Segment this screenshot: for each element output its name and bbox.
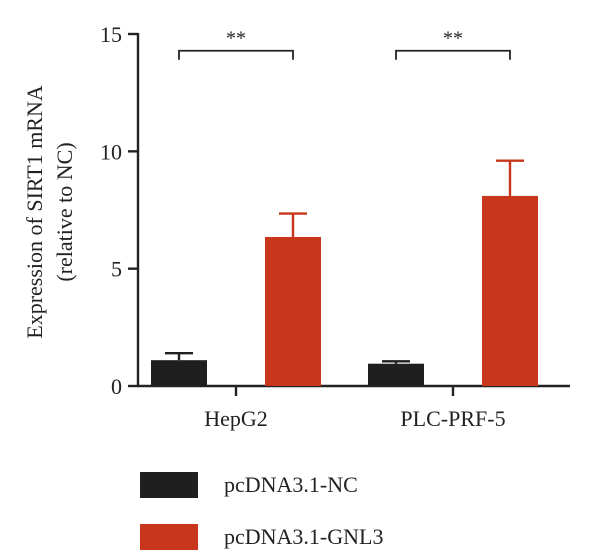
bar-pcdna3-1-nc-hepg2 bbox=[151, 360, 207, 386]
y-tick-label: 10 bbox=[100, 139, 122, 164]
legend-label: pcDNA3.1-GNL3 bbox=[224, 524, 383, 549]
y-axis-title: Expression of SIRT1 mRNA (relative to NC… bbox=[22, 85, 77, 339]
x-tick-label: HepG2 bbox=[204, 406, 268, 431]
y-tick-label: 5 bbox=[111, 257, 122, 282]
legend: pcDNA3.1-NC pcDNA3.1-GNL3 bbox=[140, 472, 383, 550]
y-tick-label: 0 bbox=[111, 374, 122, 399]
y-axis-title-line-1: Expression of SIRT1 mRNA bbox=[22, 85, 47, 339]
significance-bracket bbox=[178, 49, 294, 60]
legend-swatch bbox=[140, 524, 198, 550]
significance-label: ** bbox=[226, 28, 246, 50]
legend-label: pcDNA3.1-NC bbox=[224, 472, 358, 497]
significance-bracket bbox=[395, 49, 511, 60]
y-axis-title-line-2: (relative to NC) bbox=[52, 142, 77, 281]
plot-area: 0 5 10 15 HepG2 PLC-PRF-5 ** ** bbox=[100, 22, 570, 431]
bar-pcdna3-1-gnl3-plc-prf-5 bbox=[482, 195, 538, 386]
y-tick-label: 15 bbox=[100, 22, 122, 47]
bar-pcdna3-1-nc-plc-prf-5 bbox=[368, 363, 424, 386]
bar-pcdna3-1-gnl3-hepg2 bbox=[265, 236, 321, 386]
x-tick-label: PLC-PRF-5 bbox=[400, 406, 505, 431]
legend-swatch bbox=[140, 472, 198, 498]
significance-label: ** bbox=[443, 28, 463, 50]
